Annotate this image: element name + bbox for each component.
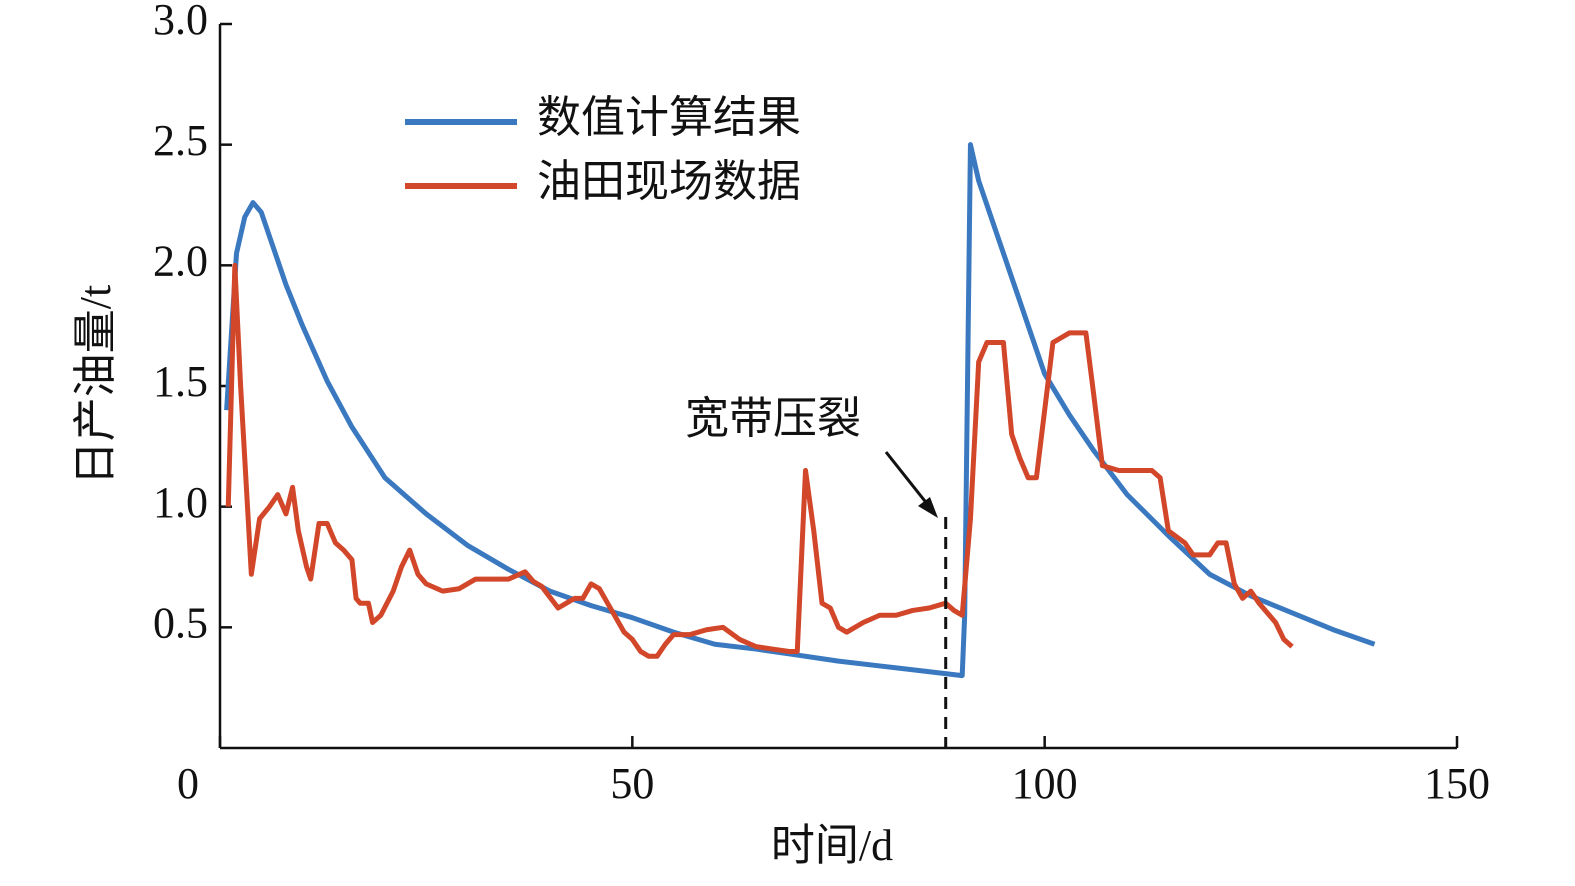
x-tick-label: 150 xyxy=(1424,759,1490,808)
y-tick-label: 1.0 xyxy=(153,478,208,527)
annotation-arrow xyxy=(884,451,934,511)
legend-label: 数值计算结果 xyxy=(537,93,801,142)
y-tick-label: 3.0 xyxy=(153,0,208,44)
x-tick-label: 0 xyxy=(177,759,199,808)
y-tick-label: 1.5 xyxy=(153,357,208,406)
arrow-head xyxy=(918,497,938,518)
x-axis-label: 时间/d xyxy=(771,821,893,870)
data-line xyxy=(225,262,1294,659)
x-tick-label: 100 xyxy=(1012,759,1078,808)
y-tick-label: 2.0 xyxy=(153,236,208,285)
y-tick-label: 2.5 xyxy=(153,116,208,165)
y-tick-label: 0.5 xyxy=(153,598,208,647)
legend-label: 油田现场数据 xyxy=(537,157,801,206)
annotation-text: 宽带压裂 xyxy=(685,394,861,443)
x-tick-label: 50 xyxy=(610,759,654,808)
y-axis-label: 日产油量/t xyxy=(71,285,120,485)
